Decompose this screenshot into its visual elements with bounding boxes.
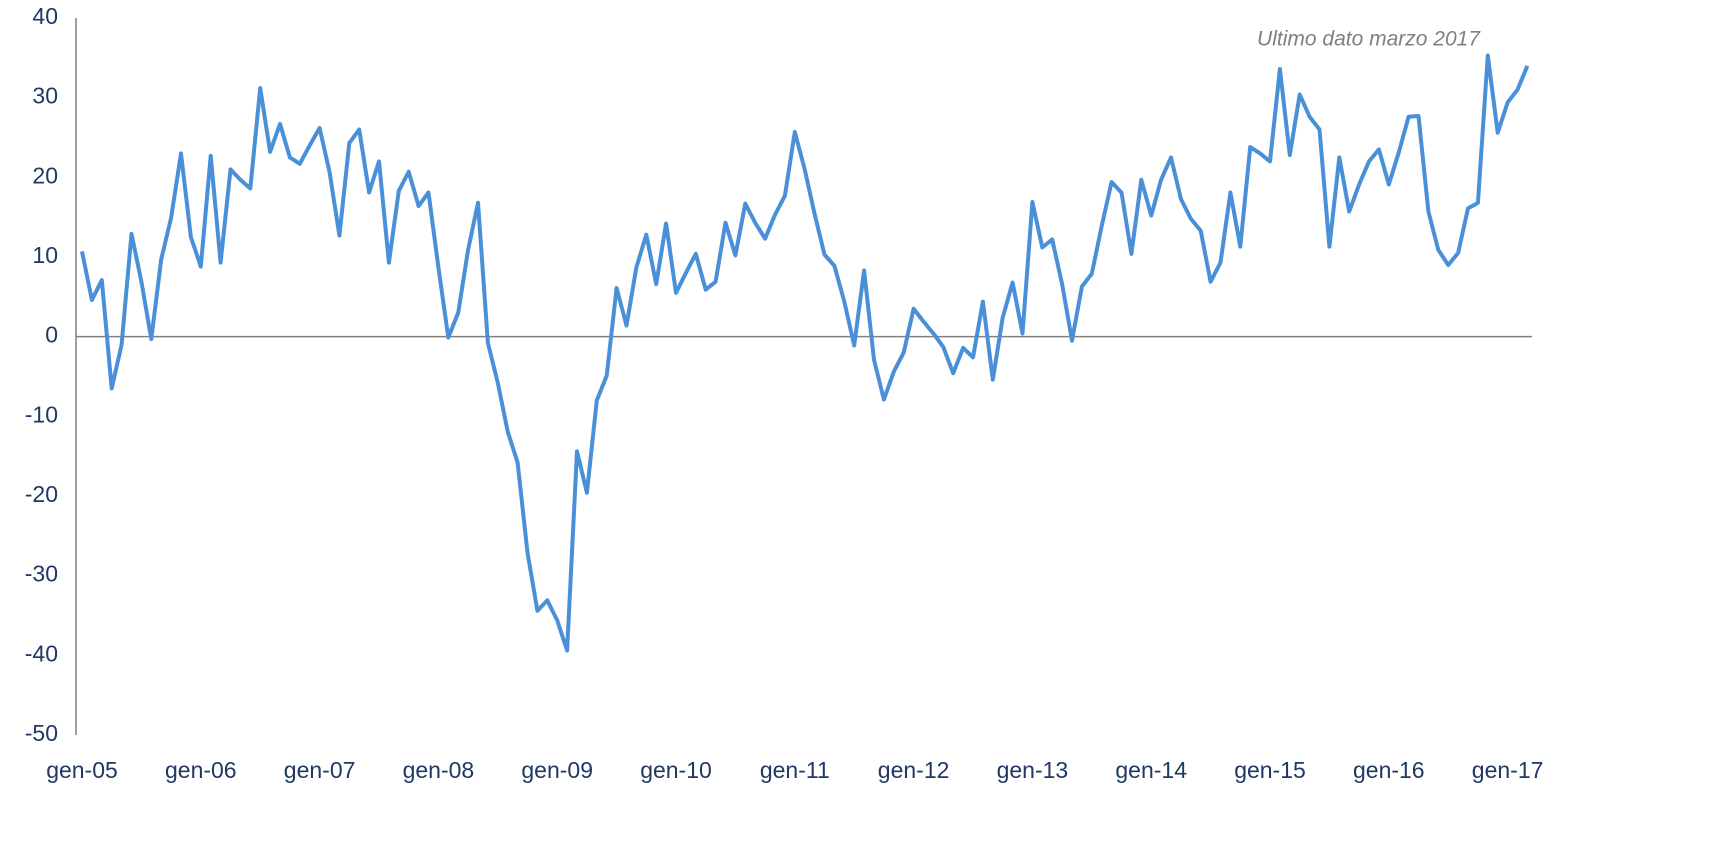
x-tick-label: gen-13 — [997, 757, 1069, 783]
x-tick-label: gen-06 — [165, 757, 237, 783]
x-tick-label: gen-17 — [1472, 757, 1544, 783]
x-tick-label: gen-07 — [284, 757, 356, 783]
y-tick-label: 40 — [32, 3, 58, 29]
x-tick-label: gen-10 — [640, 757, 712, 783]
x-tick-label: gen-08 — [403, 757, 475, 783]
x-tick-label: gen-09 — [521, 757, 593, 783]
y-tick-label: -50 — [25, 720, 58, 746]
y-tick-label: 20 — [32, 162, 58, 188]
data-line — [80, 53, 1530, 653]
x-tick-label: gen-15 — [1234, 757, 1306, 783]
x-tick-label: gen-16 — [1353, 757, 1425, 783]
x-tick-label: gen-12 — [878, 757, 950, 783]
x-tick-label: gen-11 — [760, 757, 830, 783]
y-tick-label: 10 — [32, 242, 58, 268]
y-tick-label: -10 — [25, 401, 58, 427]
y-tick-label: -30 — [25, 561, 58, 587]
y-tick-label: -40 — [25, 640, 58, 666]
x-tick-label: gen-14 — [1115, 757, 1187, 783]
x-tick-label: gen-05 — [46, 757, 118, 783]
y-tick-label: 0 — [45, 322, 58, 348]
annotation: Ultimo dato marzo 2017 — [1257, 28, 1481, 51]
y-tick-label: 30 — [32, 83, 58, 109]
y-tick-label: -20 — [25, 481, 58, 507]
